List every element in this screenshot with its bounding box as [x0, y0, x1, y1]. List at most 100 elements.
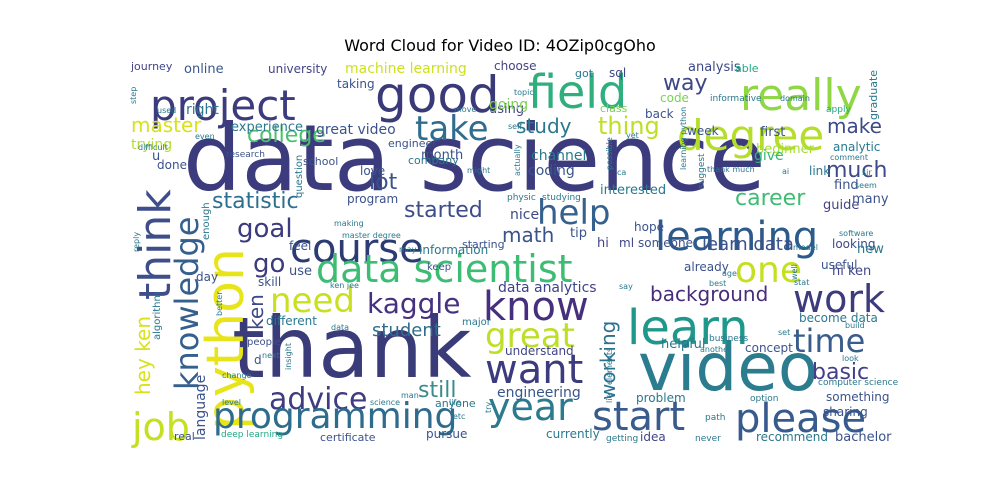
cloud-word-need: need	[270, 281, 355, 321]
cloud-word-able: able	[735, 62, 759, 75]
cloud-word-step: step	[129, 87, 138, 104]
cloud-word-hey-ken: hey ken	[131, 316, 155, 395]
cloud-word-understand: understand	[505, 344, 574, 358]
cloud-word-job: job	[131, 405, 190, 449]
cloud-word-well: well	[790, 264, 799, 280]
cloud-word-take: take	[415, 109, 489, 149]
cloud-word-informative: informative	[710, 94, 762, 104]
cloud-word-learn-data: learn data	[702, 234, 794, 255]
cloud-word-might: might	[467, 166, 490, 175]
cloud-word-data-science: data science	[183, 105, 766, 212]
cloud-word-year: year	[488, 385, 573, 429]
cloud-word-one: one	[735, 250, 802, 291]
cloud-word-nice: nice	[510, 207, 539, 223]
cloud-word-yet: yet	[626, 131, 639, 140]
cloud-word-useful: useful	[821, 258, 857, 272]
cloud-word-good: good	[375, 66, 500, 124]
cloud-word-ken: ken	[244, 294, 268, 330]
cloud-word-computer-science: computer science	[818, 378, 899, 388]
cloud-word-ken-jee: ken jee	[330, 281, 359, 290]
cloud-word-research: research	[226, 150, 265, 160]
cloud-word-learning-python: learning python	[679, 107, 688, 170]
cloud-word-ml: ml	[619, 236, 634, 250]
cloud-word-information: information	[419, 243, 488, 257]
cloud-word-great: great	[485, 316, 575, 356]
cloud-word-level: level	[222, 398, 241, 407]
cloud-word-currently: currently	[546, 427, 600, 441]
cloud-word-looking: looking	[832, 237, 876, 251]
cloud-word-may: may	[399, 245, 417, 254]
cloud-word-different: different	[266, 314, 317, 328]
cloud-word-company: company	[408, 154, 459, 167]
cloud-word-analysis: analysis	[688, 60, 741, 75]
cloud-word-someone: someone	[638, 236, 693, 250]
cloud-word-please: please	[735, 396, 866, 442]
cloud-word-time: time	[793, 322, 865, 360]
cloud-word-u: u	[152, 149, 160, 164]
cloud-word-really: really	[740, 70, 862, 121]
cloud-word-move: move	[454, 105, 476, 114]
cloud-word-domain: domain	[780, 94, 810, 103]
cloud-word-master: master	[131, 113, 202, 137]
cloud-word-learn: learn	[627, 300, 749, 356]
cloud-word-program: program	[347, 192, 398, 206]
cloud-word-possible: possible	[605, 137, 614, 170]
cloud-word-keep: keep	[427, 262, 451, 273]
cloud-word-sir: sir	[862, 168, 872, 177]
cloud-word-project: project	[150, 81, 296, 130]
cloud-word-new: new	[857, 242, 884, 257]
cloud-word-enough: enough	[201, 202, 212, 240]
cloud-word-already: already	[684, 260, 729, 274]
cloud-word-age: age	[722, 269, 737, 278]
cloud-word-apply: apply	[826, 105, 851, 115]
cloud-word-tip: tip	[570, 226, 587, 241]
cloud-word-first: first	[760, 125, 785, 140]
cloud-word-something: something	[826, 390, 890, 404]
cloud-word-ai: ai	[782, 167, 789, 176]
cloud-word-think: think	[130, 189, 181, 300]
cloud-word-life: life	[449, 398, 461, 407]
cloud-word-insight: insight	[284, 343, 293, 370]
cloud-word-major: major	[462, 317, 492, 328]
cloud-word-topic: topic	[514, 88, 534, 97]
cloud-word-anyone: anyone	[435, 397, 476, 410]
cloud-word-beginner: beginner	[756, 142, 815, 157]
cloud-word-try: try	[484, 402, 493, 413]
cloud-word-taking: taking	[337, 77, 375, 91]
cloud-word-want: want	[485, 347, 583, 393]
cloud-word-sharing: sharing	[823, 405, 868, 419]
cloud-word-video: video	[638, 329, 818, 406]
cloud-word-set: set	[778, 328, 790, 337]
cloud-word-help: help	[537, 193, 611, 233]
cloud-word-way: way	[663, 71, 708, 96]
cloud-word-suggest: suggest	[697, 153, 707, 189]
cloud-word-make: make	[827, 114, 882, 138]
cloud-word-lie: lie	[605, 394, 614, 403]
cloud-word-helpful: helpful	[661, 337, 706, 352]
cloud-word-software: software	[839, 229, 873, 238]
cloud-word-used: used	[157, 106, 176, 115]
cloud-word-graduate: graduate	[867, 70, 880, 120]
cloud-word-better: better	[215, 291, 224, 316]
cloud-word-know: know	[483, 284, 589, 330]
cloud-word-even: even	[195, 132, 215, 141]
cloud-word-give: give	[754, 148, 784, 164]
cloud-word-many: many	[852, 192, 889, 207]
cloud-word-done: done	[157, 158, 187, 172]
chart-title: Word Cloud for Video ID: 4OZip0cgOho	[344, 36, 656, 55]
cloud-word-go: go	[253, 249, 285, 279]
cloud-word-experience: experience	[231, 120, 303, 135]
cloud-word-student: student	[372, 320, 441, 341]
cloud-word-people: people	[247, 337, 281, 348]
cloud-word-interested: interested	[600, 183, 666, 198]
cloud-word-knowledge: knowledge	[168, 217, 206, 390]
cloud-word-degree: degree	[677, 111, 824, 160]
cloud-word-engineer: engineer	[388, 137, 437, 150]
cloud-word-actually: actually	[513, 144, 522, 176]
cloud-word-statistic: statistic	[212, 189, 299, 214]
cloud-word-become-data: become data	[799, 311, 878, 325]
cloud-word-background: background	[650, 282, 768, 306]
cloud-word-science: science	[370, 398, 400, 407]
cloud-word-certificate: certificate	[320, 431, 376, 444]
cloud-word-next: next	[262, 351, 280, 360]
